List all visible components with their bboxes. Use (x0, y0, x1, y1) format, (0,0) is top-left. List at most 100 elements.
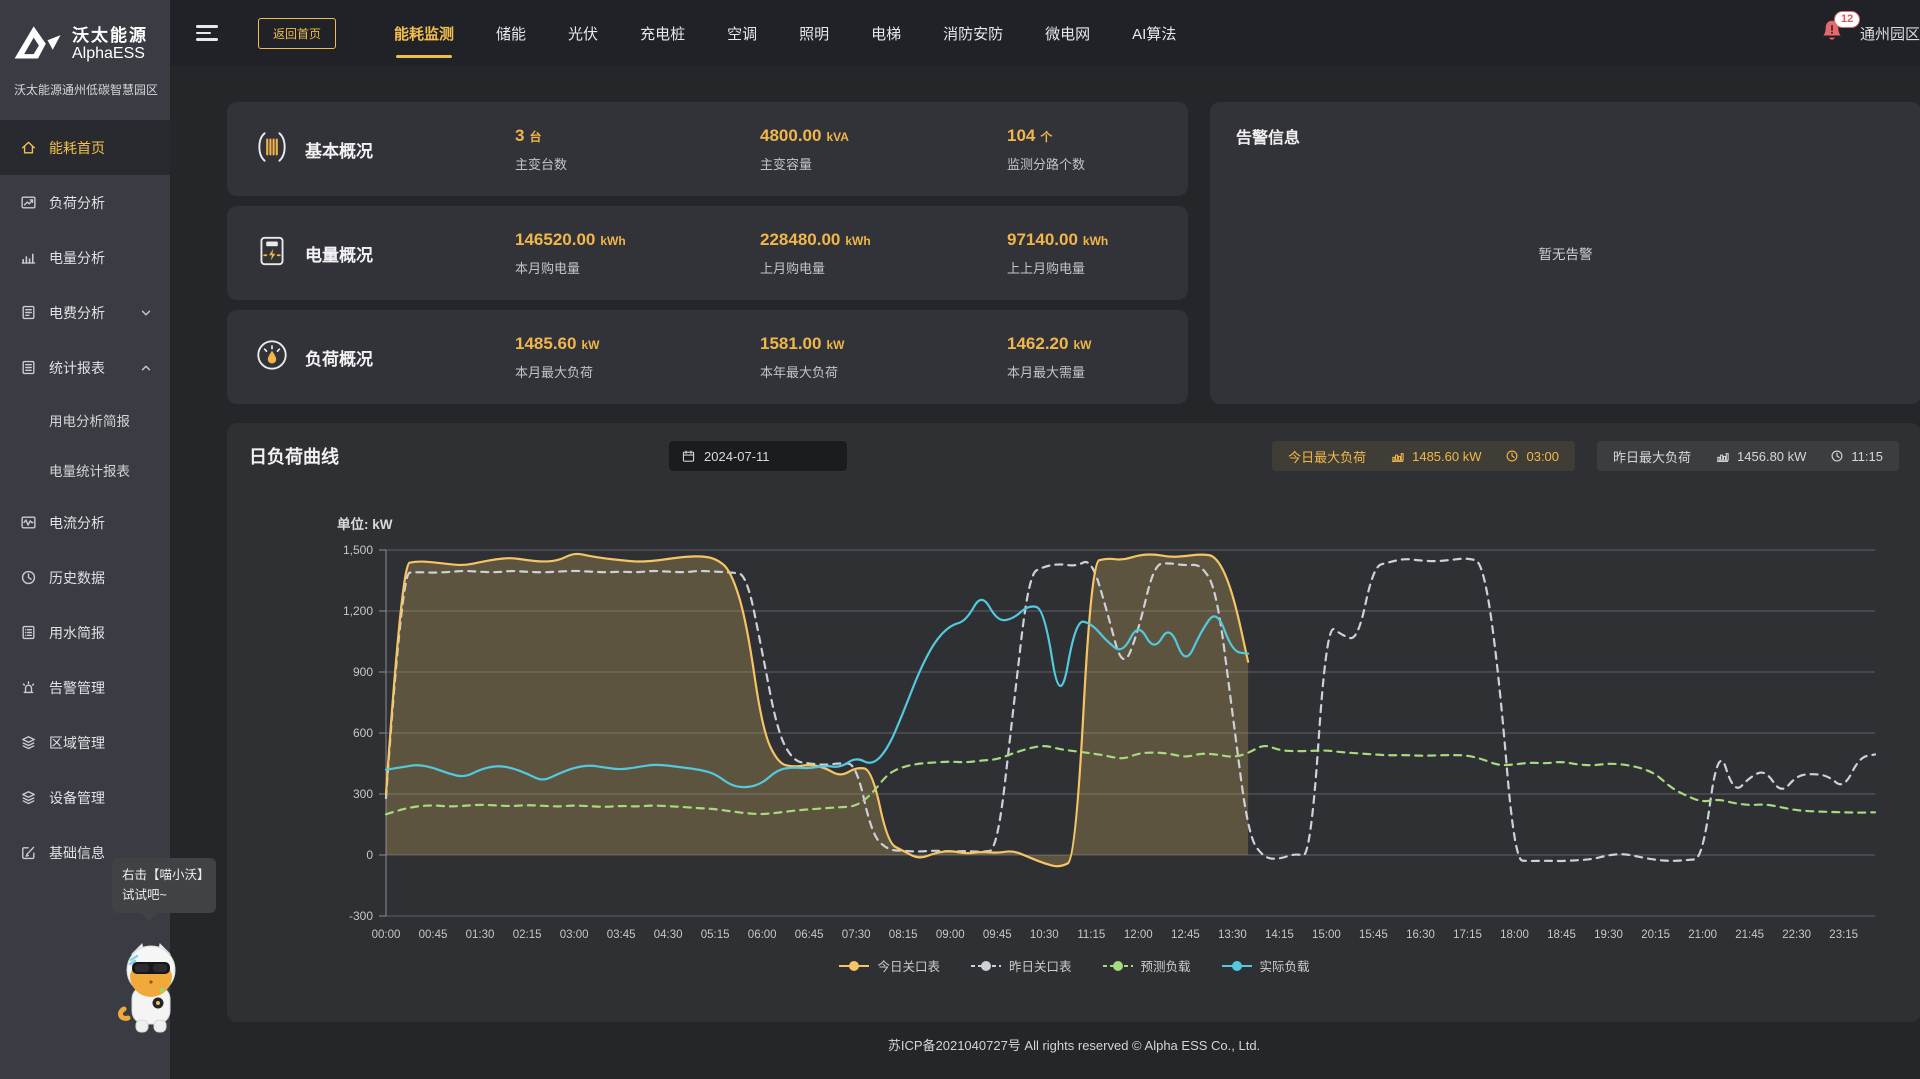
sidebar-item-statistic-report[interactable]: 统计报表 (0, 340, 170, 395)
brand: 沃太能源 AlphaESS (0, 0, 170, 67)
svg-text:-300: -300 (349, 909, 373, 923)
sidebar-item-label: 设备管理 (49, 788, 105, 808)
sidebar-subitem-energy-report[interactable]: 电量统计报表 (0, 445, 170, 495)
org-name[interactable]: 通州园区 (1860, 23, 1920, 44)
sidebar-item-area-manage[interactable]: 区域管理 (0, 715, 170, 770)
sidebar-item-history-data[interactable]: 历史数据 (0, 550, 170, 605)
sidebar: 沃太能源 AlphaESS 沃太能源通州低碳智慧园区 能耗首页 负荷分析 电量分… (0, 0, 170, 1079)
date-picker[interactable]: 2024-07-11 (669, 441, 847, 471)
chart-title: 日负荷曲线 (249, 443, 339, 469)
metric: 4800.00kVA 主变容量 (760, 126, 1007, 173)
metric-label: 本月最大负荷 (515, 362, 760, 381)
svg-text:06:00: 06:00 (748, 929, 777, 941)
metric-label: 监测分路个数 (1007, 154, 1188, 173)
sidebar-item-current-analysis[interactable]: 电流分析 (0, 495, 170, 550)
metric-unit: 个 (1040, 128, 1052, 145)
svg-text:01:30: 01:30 (466, 929, 495, 941)
sidebar-subitem-power-brief[interactable]: 用电分析简报 (0, 395, 170, 445)
edit-icon (20, 844, 37, 861)
sidebar-item-load-analysis[interactable]: 负荷分析 (0, 175, 170, 230)
main-area: 返回首页 能耗监测 储能 光伏 充电桩 空调 照明 电梯 消防安防 微电网 AI… (170, 0, 1920, 1079)
mascot-tooltip-line2: 试试吧~ (122, 886, 206, 905)
tab-hvac[interactable]: 空调 (727, 0, 757, 66)
tab-fire-security[interactable]: 消防安防 (943, 0, 1003, 66)
svg-text:06:45: 06:45 (795, 929, 824, 941)
clock-icon (20, 569, 37, 586)
alphaess-logo-icon (12, 22, 64, 67)
svg-text:1,500: 1,500 (343, 543, 373, 557)
yesterday-max-load-badge: 昨日最大负荷 1456.80 kW 11:15 (1597, 441, 1899, 471)
sidebar-item-energy-home[interactable]: 能耗首页 (0, 120, 170, 175)
metric-unit: kW (1073, 338, 1091, 352)
sidebar-item-device-manage[interactable]: 设备管理 (0, 770, 170, 825)
clock-icon (1505, 449, 1519, 463)
sidebar-item-label: 统计报表 (49, 358, 105, 378)
badge-value: 1485.60 kW (1412, 449, 1481, 464)
list-icon (20, 624, 37, 641)
card-basic-overview: 基本概况 3台 主变台数 4800.00kVA 主变容量 104个 监测分路 (227, 102, 1188, 196)
sidebar-item-label: 基础信息 (49, 843, 105, 863)
legend-item-actual-load[interactable]: 实际负载 (1221, 956, 1310, 975)
svg-text:08:15: 08:15 (889, 929, 918, 941)
svg-text:0: 0 (366, 848, 373, 862)
svg-text:14:15: 14:15 (1265, 929, 1294, 941)
tab-lighting[interactable]: 照明 (799, 0, 829, 66)
layers-icon (20, 789, 37, 806)
gauge-icon (253, 336, 291, 379)
svg-text:10:30: 10:30 (1030, 929, 1059, 941)
sidebar-item-fee-analysis[interactable]: 电费分析 (0, 285, 170, 340)
tab-elevator[interactable]: 电梯 (871, 0, 901, 66)
svg-text:04:30: 04:30 (654, 929, 683, 941)
metric-value: 4800.00 (760, 126, 821, 146)
sidebar-item-label: 负荷分析 (49, 193, 105, 213)
alarm-siren-icon (20, 679, 37, 696)
tab-pv[interactable]: 光伏 (568, 0, 598, 66)
svg-text:18:45: 18:45 (1547, 929, 1576, 941)
menu-collapse-icon[interactable] (196, 21, 218, 45)
wave-icon (20, 514, 37, 531)
svg-text:12:45: 12:45 (1171, 929, 1200, 941)
svg-text:00:00: 00:00 (372, 929, 401, 941)
legend-label: 今日关口表 (877, 956, 940, 975)
legend-label: 昨日关口表 (1009, 956, 1072, 975)
legend-item-today-gateway[interactable]: 今日关口表 (838, 956, 940, 975)
metric-unit: kWh (600, 234, 625, 248)
mascot-tooltip-line1: 右击【喵小沃】 (122, 866, 206, 885)
topbar: 返回首页 能耗监测 储能 光伏 充电桩 空调 照明 电梯 消防安防 微电网 AI… (170, 0, 1920, 66)
tab-storage[interactable]: 储能 (496, 0, 526, 66)
svg-text:19:30: 19:30 (1594, 929, 1623, 941)
meter-icon (253, 232, 291, 275)
transformer-icon (253, 128, 291, 171)
metric-value: 97140.00 (1007, 230, 1078, 250)
tab-energy-monitor[interactable]: 能耗监测 (394, 0, 454, 66)
card-title: 负荷概况 (305, 345, 373, 370)
sidebar-item-alarm-manage[interactable]: 告警管理 (0, 660, 170, 715)
legend-item-yesterday-gateway[interactable]: 昨日关口表 (970, 956, 1072, 975)
card-load-overview: 负荷概况 1485.60kW 本月最大负荷 1581.00kW 本年最大负荷 1… (227, 310, 1188, 404)
clock-icon (1830, 449, 1844, 463)
svg-text:600: 600 (353, 726, 373, 740)
svg-text:09:45: 09:45 (983, 929, 1012, 941)
mascot-cat[interactable] (116, 940, 186, 1039)
brand-name-en: AlphaESS (72, 45, 148, 63)
mascot-tooltip: 右击【喵小沃】 试试吧~ (112, 858, 216, 913)
sidebar-item-water-brief[interactable]: 用水简报 (0, 605, 170, 660)
alarm-info-card: 告警信息 暂无告警 (1210, 102, 1920, 404)
load-curve-chart: 单位: kW1,5001,2009006003000-30000:0000:45… (249, 477, 1899, 954)
tab-charging-pile[interactable]: 充电桩 (640, 0, 685, 66)
metric: 3台 主变台数 (515, 126, 760, 173)
svg-text:03:00: 03:00 (560, 929, 589, 941)
legend-item-forecast-load[interactable]: 预测负载 (1102, 956, 1191, 975)
metric-label: 本月购电量 (515, 258, 760, 277)
back-home-button[interactable]: 返回首页 (258, 18, 336, 49)
tab-microgrid[interactable]: 微电网 (1045, 0, 1090, 66)
svg-text:23:15: 23:15 (1829, 929, 1858, 941)
histogram-icon (1715, 449, 1730, 464)
notification-bell-icon[interactable]: 12 (1818, 18, 1848, 48)
svg-text:07:30: 07:30 (842, 929, 871, 941)
svg-text:17:15: 17:15 (1453, 929, 1482, 941)
metric-value: 228480.00 (760, 230, 840, 250)
sidebar-item-energy-analysis[interactable]: 电量分析 (0, 230, 170, 285)
tab-ai-algorithm[interactable]: AI算法 (1132, 0, 1176, 66)
svg-text:12:00: 12:00 (1124, 929, 1153, 941)
